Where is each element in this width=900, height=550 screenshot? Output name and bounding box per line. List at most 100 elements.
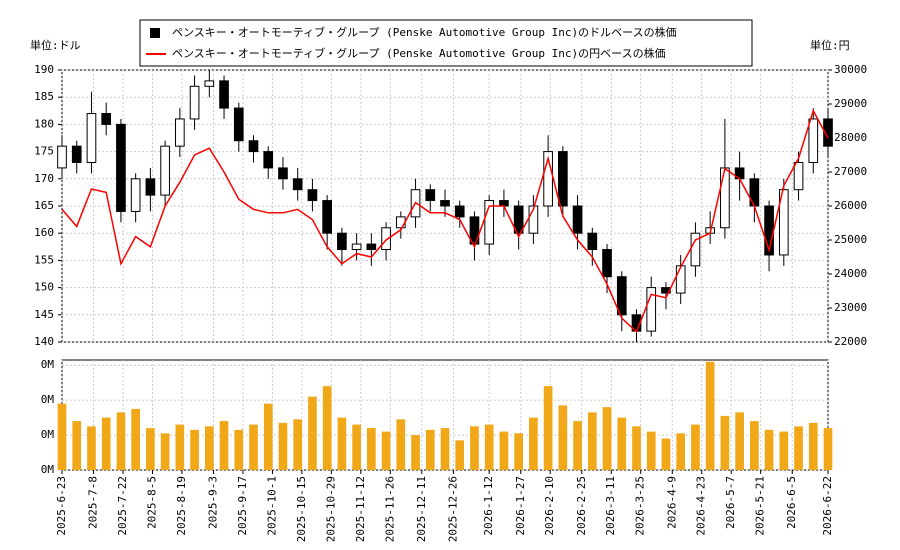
volume-bar: [573, 421, 582, 470]
y-tick-label: 175: [34, 145, 54, 158]
volume-bar: [278, 422, 288, 470]
candle-body: [823, 118, 833, 147]
x-tick-label: 2025-8-19: [175, 476, 188, 536]
candle-body: [145, 178, 156, 196]
volume-bar: [190, 429, 199, 470]
candle-body: [720, 167, 730, 229]
volume-bar: [661, 438, 671, 470]
x-tick-label: 2026-1-12: [482, 476, 495, 536]
candle-body: [337, 232, 347, 251]
volume-bar: [676, 433, 686, 470]
candle-body: [219, 80, 229, 109]
candle-body: [233, 107, 244, 142]
x-tick-label: 2025-10-1: [265, 476, 278, 536]
x-tick-label: 2026-2-10: [543, 476, 556, 536]
candle-body: [160, 145, 170, 196]
volume-bar: [764, 429, 774, 470]
y-tick-label: 185: [34, 90, 54, 103]
candle-body: [646, 287, 657, 332]
candle-body: [513, 205, 524, 234]
y2-tick-label: 22000: [834, 335, 867, 348]
x-tick-label: 2026-5-7: [724, 476, 737, 529]
volume-bar: [175, 424, 185, 470]
volume-bar: [794, 426, 803, 470]
volume-bar: [587, 412, 597, 470]
y2-tick-label: 30000: [834, 63, 867, 76]
legend-swatch: [150, 28, 160, 38]
volume-bar: [263, 403, 273, 470]
candle-body: [292, 178, 303, 191]
x-tick-label: 2025-11-12: [354, 476, 367, 542]
x-tick-label: 2026-2-25: [575, 476, 588, 536]
volume-bar: [87, 426, 96, 470]
x-tick-label: 2026-3-25: [634, 476, 647, 536]
volume-bar: [455, 440, 465, 470]
volume-bar: [529, 417, 538, 470]
candle-body: [381, 227, 391, 251]
y-tick-label: 170: [34, 172, 54, 185]
volume-tick-label: 0M: [41, 428, 55, 441]
x-tick-label: 2026-4-23: [695, 476, 708, 536]
x-tick-label: 2025-12-26: [446, 476, 459, 542]
y-tick-label: 190: [34, 63, 54, 76]
y-tick-label: 140: [34, 335, 54, 348]
volume-bar: [249, 424, 258, 470]
volume-bar: [411, 435, 420, 470]
x-tick-label: 2025-10-15: [295, 476, 308, 542]
candle-body: [189, 85, 200, 120]
volume-bar: [632, 426, 641, 470]
candle-body: [307, 189, 318, 202]
volume-bar: [617, 417, 627, 470]
y-tick-label: 180: [34, 117, 54, 130]
volume-bar: [234, 429, 244, 470]
x-tick-label: 2025-9-3: [207, 476, 220, 529]
candle-body: [263, 151, 274, 169]
volume-bar: [219, 421, 229, 470]
y2-tick-label: 24000: [834, 267, 867, 280]
x-tick-label: 2025-10-29: [324, 476, 337, 542]
legend-box: [139, 19, 753, 67]
volume-bar: [750, 421, 759, 470]
volume-bar: [440, 428, 450, 470]
y2-tick-label: 23000: [834, 301, 867, 314]
y2-tick-label: 28000: [834, 131, 867, 144]
x-tick-label: 2025-12-11: [415, 476, 428, 542]
candle-body: [248, 140, 259, 153]
y-tick-label: 165: [34, 199, 54, 212]
volume-bar: [425, 429, 435, 470]
volume-bar: [293, 419, 303, 470]
x-tick-label: 2025-7-22: [116, 476, 129, 536]
volume-tick-label: 0M: [41, 463, 55, 476]
y2-tick-label: 26000: [834, 199, 867, 212]
y2-tick-label: 25000: [834, 233, 867, 246]
candle-body: [101, 113, 112, 125]
volume-bar: [705, 361, 715, 470]
candle-body: [572, 205, 583, 234]
volume-bar: [160, 433, 170, 470]
x-tick-label: 2025-6-23: [55, 476, 68, 536]
volume-tick-label: 0M: [41, 358, 55, 371]
candle-body: [528, 205, 539, 234]
volume-bar: [470, 426, 479, 470]
candle-body: [469, 216, 480, 245]
volume-bar: [823, 428, 833, 470]
candle-body: [778, 189, 789, 256]
candle-body: [351, 243, 362, 251]
x-tick-label: 2025-11-26: [383, 476, 396, 542]
volume-bar: [514, 433, 523, 470]
candle-body: [86, 113, 97, 163]
volume-bar: [543, 386, 553, 470]
volume-bar: [484, 424, 494, 470]
y-tick-label: 145: [34, 308, 54, 321]
volume-bar: [322, 386, 332, 470]
volume-bar: [691, 424, 700, 470]
volume-bar: [396, 419, 406, 470]
candle-body: [543, 151, 553, 207]
volume-bar: [101, 417, 111, 470]
y2-tick-label: 29000: [834, 97, 867, 110]
volume-bar: [146, 428, 155, 470]
candle-body: [793, 161, 804, 191]
volume-bar: [72, 421, 82, 470]
volume-bar: [779, 431, 789, 470]
legend-label: ペンスキー・オートモーティブ・グループ (Penske Automotive G…: [172, 46, 666, 60]
